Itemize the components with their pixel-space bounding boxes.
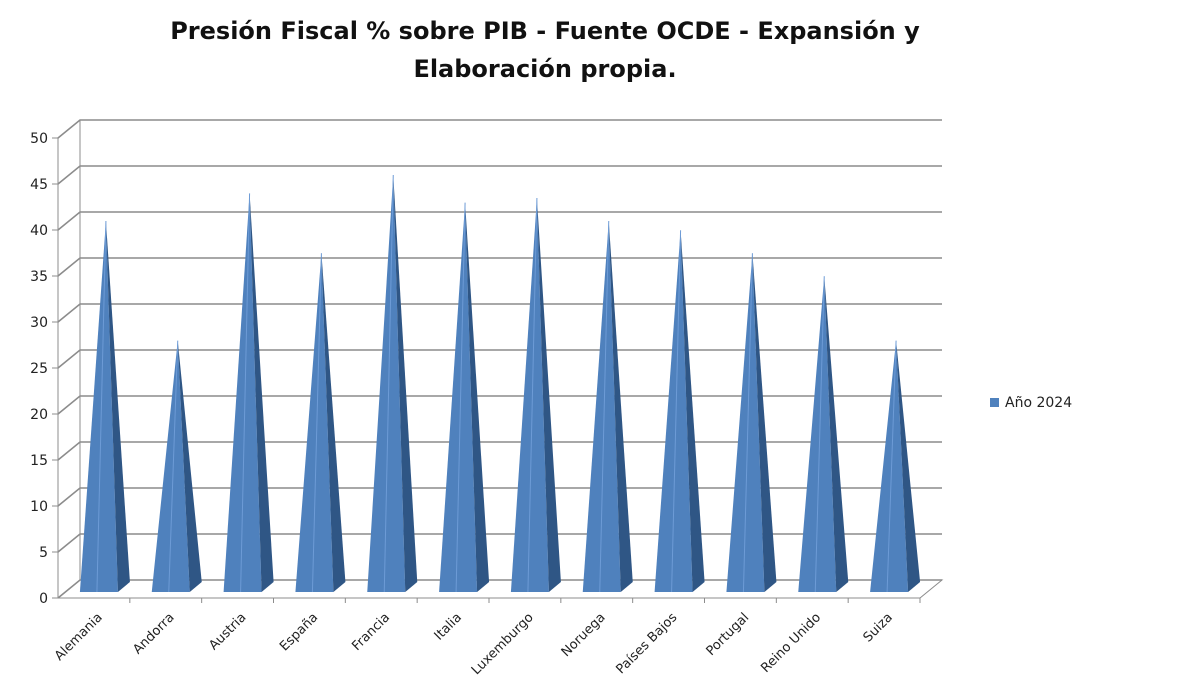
x-tick-label: Francia xyxy=(349,610,393,654)
x-tick-label: Países Bajos xyxy=(613,610,680,675)
x-axis: Alemania Andorra Austria España Francia Itali… xyxy=(52,598,921,675)
bar-side-face xyxy=(177,340,202,592)
bar-side-face xyxy=(105,221,130,592)
bar-front-face xyxy=(798,276,837,592)
bar-front-face xyxy=(439,202,478,592)
bar-side-face xyxy=(680,230,705,592)
x-tick-label: Suiza xyxy=(861,610,896,645)
chart-title-line1: Presión Fiscal % sobre PIB - Fuente OCDE… xyxy=(170,17,920,45)
x-tick-label: Austria xyxy=(206,610,249,653)
gridline xyxy=(57,395,942,415)
bar xyxy=(582,220,633,593)
x-tick-label: Italia xyxy=(432,610,465,643)
bar-front-face xyxy=(79,221,118,592)
bar xyxy=(223,193,274,593)
y-axis: 0 5 10 15 20 25 30 35 40 45 50 xyxy=(30,131,58,607)
bar-highlight xyxy=(96,220,107,593)
chart-title-line2: Elaboración propia. xyxy=(413,55,677,83)
gridline xyxy=(57,579,942,599)
bar xyxy=(798,276,849,593)
bar-side-face xyxy=(249,193,274,592)
x-tick-label: Reino Unido xyxy=(758,610,824,675)
bar xyxy=(510,197,561,593)
gridline xyxy=(57,487,942,507)
bar-highlight xyxy=(742,253,753,593)
bar-front-face xyxy=(295,253,334,592)
bar xyxy=(79,220,130,593)
bar-highlight xyxy=(599,220,610,593)
bar xyxy=(367,174,418,593)
bar-side-face xyxy=(608,221,633,592)
gridline xyxy=(57,165,942,185)
bar xyxy=(870,340,921,593)
bar-highlight xyxy=(240,193,251,593)
bar xyxy=(726,253,777,593)
bar-front-face xyxy=(582,221,621,592)
bar-front-face xyxy=(367,175,406,592)
bar-highlight xyxy=(455,202,466,593)
bar xyxy=(295,253,346,593)
gridline xyxy=(57,257,942,277)
bar-side-face xyxy=(536,198,561,592)
y-tick-label: 0 xyxy=(39,591,48,607)
y-tick-label: 5 xyxy=(39,545,48,561)
bar-highlight xyxy=(527,197,538,593)
y-tick-label: 50 xyxy=(30,131,48,147)
bar-side-face xyxy=(321,253,346,592)
gridline xyxy=(57,533,942,553)
y-tick-label: 20 xyxy=(30,407,48,423)
bar-highlight xyxy=(886,340,897,593)
bar-side-face xyxy=(393,175,418,592)
x-tick-label: Noruega xyxy=(559,610,609,660)
bar-front-face xyxy=(151,340,190,592)
bar-front-face xyxy=(510,198,549,592)
gridline xyxy=(57,303,942,323)
y-tick-label: 45 xyxy=(30,177,48,193)
bar-highlight xyxy=(814,276,825,593)
bar-front-face xyxy=(223,193,262,592)
chart-title: Presión Fiscal % sobre PIB - Fuente OCDE… xyxy=(0,12,1090,88)
x-tick-label: España xyxy=(277,610,321,654)
legend-label: Año 2024 xyxy=(1005,395,1072,411)
bar-highlight xyxy=(311,253,322,593)
legend: Año 2024 xyxy=(990,395,1072,411)
gridline xyxy=(57,211,942,231)
x-tick-label: Andorra xyxy=(130,610,177,657)
bar-side-face xyxy=(824,276,849,592)
gridline xyxy=(57,349,942,369)
bar-highlight xyxy=(168,340,179,593)
bar-highlight xyxy=(383,174,394,593)
bar xyxy=(151,340,202,593)
y-tick-label: 15 xyxy=(30,453,48,469)
y-tick-label: 30 xyxy=(30,315,48,331)
y-tick-label: 25 xyxy=(30,361,48,377)
x-tick-label: Alemania xyxy=(52,610,106,664)
x-tick-label: Luxemburgo xyxy=(469,610,537,675)
gridlines xyxy=(57,119,942,599)
bar-highlight xyxy=(671,230,682,593)
bar-side-face xyxy=(465,202,490,592)
bar-side-face xyxy=(752,253,777,592)
bar-front-face xyxy=(726,253,765,592)
legend-swatch xyxy=(990,398,999,407)
gridline xyxy=(57,119,942,139)
y-tick-label: 10 xyxy=(30,499,48,515)
bar-side-face xyxy=(896,340,921,592)
bar-front-face xyxy=(654,230,693,592)
bar xyxy=(654,230,705,593)
y-tick-label: 40 xyxy=(30,223,48,239)
y-tick-label: 35 xyxy=(30,269,48,285)
gridline xyxy=(57,441,942,461)
bar xyxy=(439,202,490,593)
bars xyxy=(79,174,921,593)
x-tick-label: Portugal xyxy=(704,610,753,659)
bar-front-face xyxy=(870,340,909,592)
